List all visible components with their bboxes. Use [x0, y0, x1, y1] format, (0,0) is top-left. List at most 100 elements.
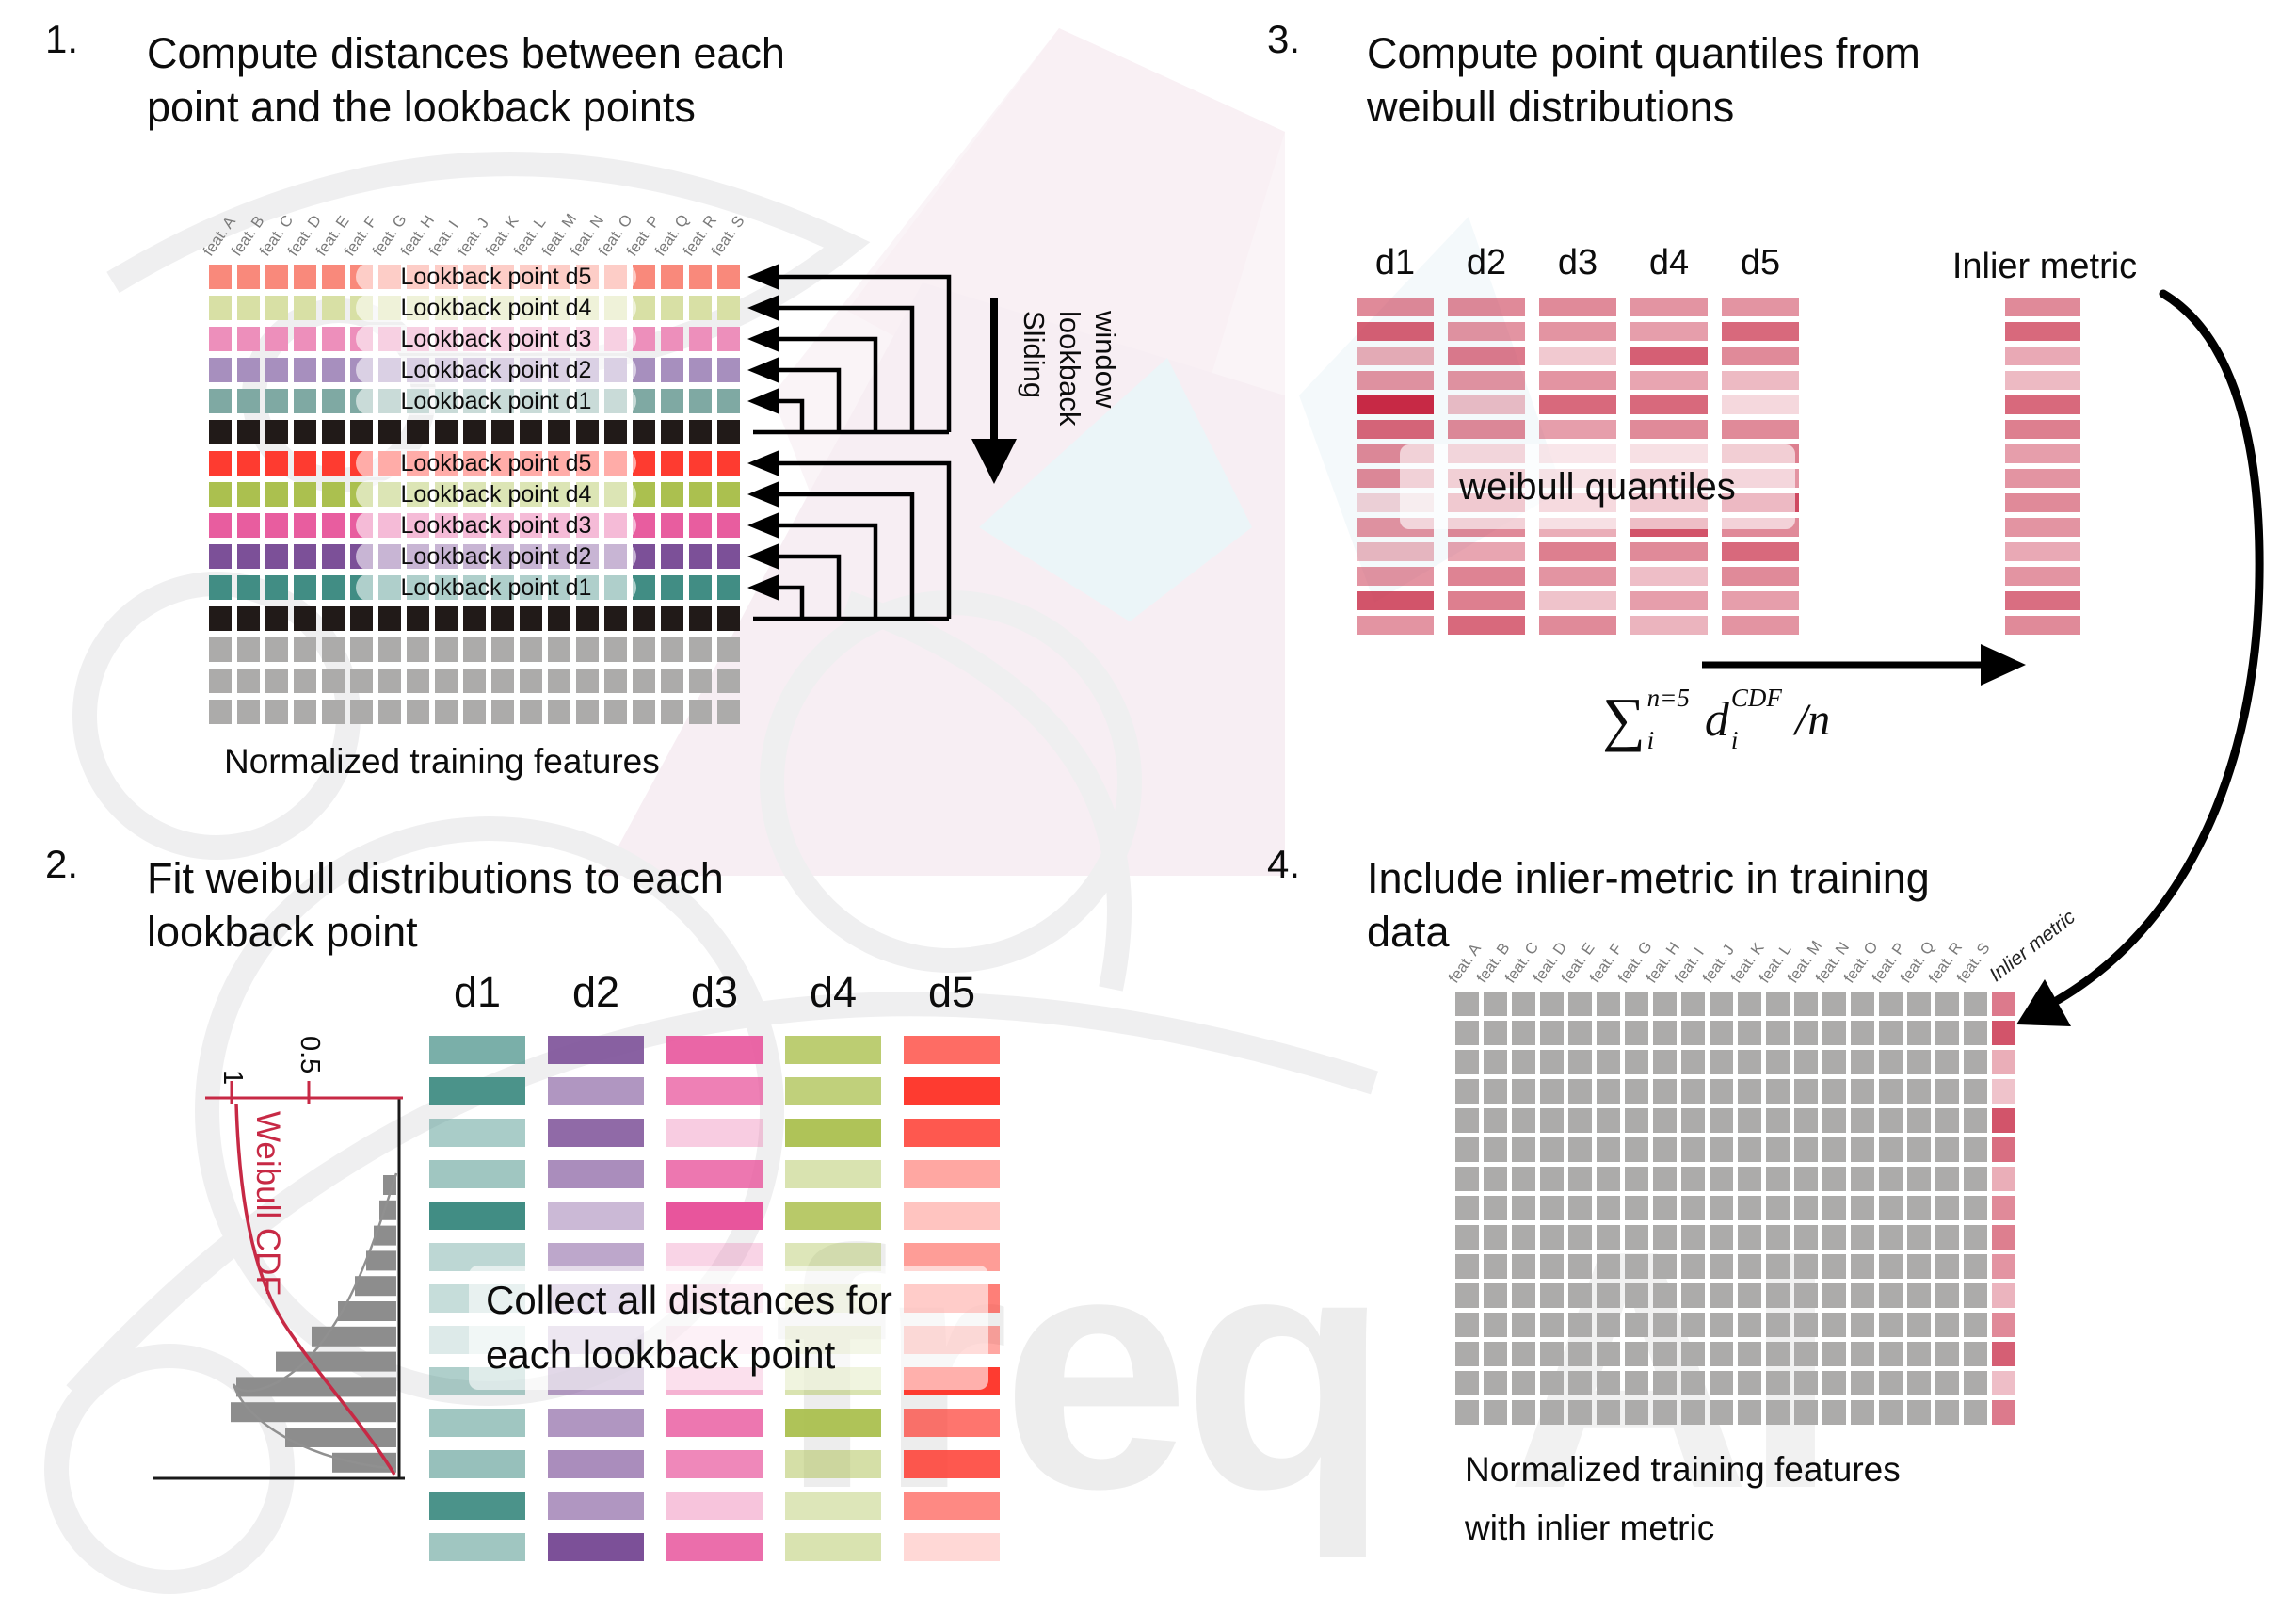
feature-cell [1540, 1050, 1564, 1074]
feature-cell [322, 669, 345, 693]
formula-sum: ∑ [1602, 686, 1646, 752]
feature-cell [1766, 1050, 1790, 1074]
feature-cell [294, 296, 316, 320]
feature-cell [322, 637, 345, 662]
feature-cell [209, 482, 232, 507]
feature-cell [1540, 1108, 1564, 1133]
feature-cell [1964, 1313, 1987, 1337]
feature-cell [689, 420, 712, 444]
feature-cell [322, 389, 345, 413]
lookback-pill: Lookback point d4 [356, 480, 636, 508]
feature-cell [717, 513, 740, 538]
feature-cell [1455, 1167, 1479, 1191]
distance-bar [904, 1202, 1000, 1230]
feature-cell [1681, 1021, 1705, 1045]
feature-cell [1653, 1283, 1677, 1308]
distance-bar [548, 1160, 644, 1188]
p4-grid-row [1455, 992, 2015, 1016]
feature-cell [661, 575, 683, 600]
quantile-bar [1630, 591, 1708, 610]
feature-cell [237, 389, 260, 413]
distance-bar [666, 1492, 763, 1520]
quantile-bar [1448, 420, 1525, 439]
quantile-bar [1357, 542, 1434, 561]
feature-cell [1738, 1196, 1761, 1220]
lookback-pill: Lookback point d5 [356, 449, 636, 477]
feature-cell [1597, 1254, 1620, 1279]
feature-cell [1822, 1342, 1846, 1366]
p4-grid-row [1455, 1137, 2015, 1162]
distance-bar [429, 1036, 525, 1064]
p4-grid-row [1455, 1196, 2015, 1220]
inlier-metric-cell [1992, 1283, 2015, 1308]
p2-column-label: d2 [571, 968, 620, 1016]
feature-cell [1964, 1196, 1987, 1220]
feature-cell [1794, 1079, 1818, 1104]
feature-cell [1710, 992, 1733, 1016]
feature-cell [1935, 992, 1959, 1016]
p4-grid-row [1455, 1342, 2015, 1366]
lookback-pill-label: Lookback point d4 [400, 480, 592, 508]
sliding-window-line3: window [1089, 311, 1122, 409]
feature-cell [1822, 1313, 1846, 1337]
feature-cell [1540, 1196, 1564, 1220]
feature-cell [1512, 1400, 1535, 1425]
feature-cell [294, 669, 316, 693]
feature-cell [1625, 1313, 1648, 1337]
feature-cell [1455, 1079, 1479, 1104]
feature-cell [209, 575, 232, 600]
feature-cell [1597, 1167, 1620, 1191]
feature-cell [1484, 1371, 1507, 1395]
feature-cell [717, 265, 740, 289]
cdf-tick-05: 0.5 [295, 1036, 325, 1074]
quantile-bar [1357, 591, 1434, 610]
feature-cell [1964, 1225, 1987, 1250]
feature-cell [265, 669, 288, 693]
step3-title-line1: Compute point quantiles from [1367, 29, 1920, 77]
feature-cell [1540, 1079, 1564, 1104]
quantile-bar [1722, 616, 1799, 635]
feature-cell [1964, 1137, 1987, 1162]
feature-cell [1738, 1021, 1761, 1045]
p4-grid-row [1455, 1079, 2015, 1104]
feature-cell [1879, 1342, 1903, 1366]
feature-cell [1766, 1283, 1790, 1308]
distance-bar [548, 1077, 644, 1105]
p4-grid-row [1455, 1167, 2015, 1191]
feature-cell [265, 327, 288, 351]
feature-cell [237, 513, 260, 538]
feature-cell [491, 637, 514, 662]
feature-cell [1653, 1137, 1677, 1162]
cdf-average-formula: ∑ n=5 i d CDF i /n [1602, 684, 1830, 755]
feature-cell [1512, 1137, 1535, 1162]
feature-cell [209, 637, 232, 662]
feature-cell [689, 296, 712, 320]
p2-note: Collect all distances for each lookback … [486, 1273, 892, 1382]
feature-cell [209, 420, 232, 444]
feature-cell [1738, 1283, 1761, 1308]
feature-cell [1935, 1400, 1959, 1425]
feature-cell [1851, 1108, 1874, 1133]
feature-cell [661, 700, 683, 724]
feature-cell [1540, 992, 1564, 1016]
feature-cell [1540, 1225, 1564, 1250]
feature-cell [294, 606, 316, 631]
feature-cell [1794, 1196, 1818, 1220]
feature-cell [209, 296, 232, 320]
feature-cell [1964, 1079, 1987, 1104]
feature-cell [1710, 1342, 1733, 1366]
feature-cell [1766, 1313, 1790, 1337]
feature-cell [548, 420, 570, 444]
step1-title: Compute distances between each point and… [147, 26, 785, 134]
feature-cell [1681, 1313, 1705, 1337]
p4-grid-row [1455, 1108, 2015, 1133]
feature-cell [1738, 1313, 1761, 1337]
feature-cell [1512, 1254, 1535, 1279]
inlier-metric-bar [2005, 347, 2080, 365]
lookback-pill: Lookback point d3 [356, 325, 636, 353]
feature-cell [1540, 1371, 1564, 1395]
feature-cell [548, 606, 570, 631]
feature-cell [1512, 1108, 1535, 1133]
feature-cell [1822, 992, 1846, 1016]
feature-cell [661, 327, 683, 351]
